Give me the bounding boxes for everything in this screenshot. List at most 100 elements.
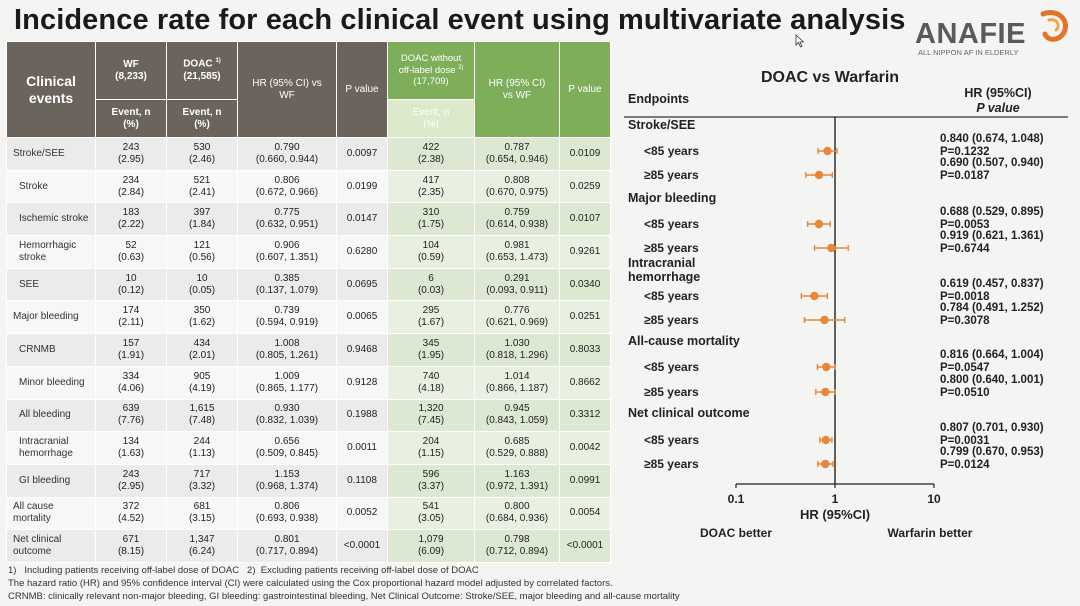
cell-p: 0.9468 (336, 333, 388, 367)
p-value: P=0.1232 (940, 146, 990, 158)
cell-doac2-event: 1,079 (6.09) (387, 529, 475, 563)
table-row: SEE 10 (0.12) 10 (0.05) 0.385 (0.137, 1.079) 0.… (6, 267, 611, 302)
p-value: P=0.3078 (940, 315, 990, 327)
subgroup-label: ≥85 years (644, 168, 699, 182)
table-row: Ischemic stroke 183 (2.22) 397 (1.84) 0.775 (0… (6, 202, 611, 237)
cell-doac2-event: 310 (1.75) (387, 202, 475, 237)
hr-header: HR (95%CI) (964, 86, 1031, 100)
hr-point (822, 362, 831, 372)
cell-wf-event: 157 (1.91) (95, 333, 167, 367)
table-row: CRNMB 157 (1.91) 434 (2.01) 1.008 (0.805, 1.26… (6, 333, 611, 367)
group-label: hemorrhage (628, 270, 700, 284)
cell-wf-event: 134 (1.63) (95, 431, 167, 465)
logo-name: ANAFIE (915, 18, 1026, 50)
col-header-doac: DOAC 1) (21,585) (166, 41, 238, 100)
table-row: Major bleeding 174 (2.11) 350 (1.62) 0.739 (0.… (6, 300, 611, 335)
hr-value: 0.816 (0.664, 1.004) (940, 349, 1044, 361)
subgroup-label: <85 years (644, 433, 699, 447)
cell-hr2: 1.163 (0.972, 1.391) (474, 463, 560, 498)
hr-value: 0.799 (0.670, 0.953) (940, 446, 1044, 458)
table-row: Minor bleeding 334 (4.06) 905 (4.19) 1.009 (0.… (6, 365, 611, 400)
cell-hr: 1.009 (0.865, 1.177) (237, 365, 337, 400)
col-header-hr: HR (95% CI) vs WF (237, 41, 337, 138)
cell-doac2-event: 1,320 (7.45) (387, 398, 475, 433)
subgroup-label: <85 years (644, 289, 699, 303)
cell-doac2-event: 417 (2.35) (387, 169, 475, 204)
p-value: P=0.0053 (940, 219, 990, 231)
hr-value: 0.919 (0.621, 1.361) (940, 230, 1044, 242)
cell-hr: 0.739 (0.594, 0.919) (237, 300, 337, 335)
cell-hr: 0.775 (0.632, 0.951) (237, 202, 337, 237)
cell-wf-event: 234 (2.84) (95, 169, 167, 204)
hr-point (821, 387, 830, 397)
p-value: P=0.0018 (940, 291, 990, 303)
cell-p2: 0.0991 (559, 463, 611, 498)
cell-p2: 0.8662 (559, 365, 611, 400)
table-row: Stroke 234 (2.84) 521 (2.41) 0.806 (0.672, 0.9… (6, 169, 611, 204)
cell-p: 0.6280 (336, 235, 388, 269)
cell-wf-event: 372 (4.52) (95, 496, 167, 531)
cell-wf-event: 10 (0.12) (95, 267, 167, 302)
cell-wf-event: 174 (2.11) (95, 300, 167, 335)
cell-doac2-event: 295 (1.67) (387, 300, 475, 335)
cell-p2: 0.8033 (559, 333, 611, 367)
hr-value: 0.807 (0.701, 0.930) (940, 422, 1044, 434)
logo-swirl-icon (1040, 10, 1068, 42)
col-header-doac-no-offlabel: DOAC without off-label dose 2) (17,709) (387, 41, 475, 100)
warfarin-better-label: Warfarin better (888, 526, 973, 540)
hr-value: 0.690 (0.507, 0.940) (940, 157, 1044, 169)
cell-event: Ischemic stroke (6, 202, 96, 237)
hr-value: 0.688 (0.529, 0.895) (940, 206, 1044, 218)
p-header: P value (976, 101, 1019, 115)
col-header-clinical-events: Clinical events (6, 41, 96, 138)
cell-event: Hemorrhagic stroke (6, 235, 96, 269)
group-label: All-cause mortality (628, 334, 740, 348)
p-value: P=0.0124 (940, 459, 990, 471)
cell-doac2-event: 104 (0.59) (387, 235, 475, 269)
cell-hr2: 0.945 (0.843, 1.059) (474, 398, 560, 433)
hr-point (821, 459, 830, 469)
cell-p: 0.9128 (336, 365, 388, 400)
cell-wf-event: 639 (7.76) (95, 398, 167, 433)
cell-p: 0.0695 (336, 267, 388, 302)
hr-point (821, 435, 830, 445)
cell-wf-event: 671 (8.15) (95, 529, 167, 563)
cell-hr: 0.790 (0.660, 0.944) (237, 137, 337, 171)
cell-wf-event: 52 (0.63) (95, 235, 167, 269)
cell-p: 0.0052 (336, 496, 388, 531)
cell-hr: 0.930 (0.832, 1.039) (237, 398, 337, 433)
cell-hr2: 0.798 (0.712, 0.894) (474, 529, 560, 563)
cell-hr2: 1.014 (0.866, 1.187) (474, 365, 560, 400)
col-header-hr2: HR (95% CI) vs WF (474, 41, 560, 138)
x-tick-label: 10 (927, 492, 941, 506)
cell-doac2-event: 740 (4.18) (387, 365, 475, 400)
cell-p: 0.1988 (336, 398, 388, 433)
cell-p2: 0.0054 (559, 496, 611, 531)
cell-doac-event: 121 (0.56) (166, 235, 238, 269)
cell-hr2: 0.759 (0.614, 0.938) (474, 202, 560, 237)
cell-event: SEE (6, 267, 96, 302)
cell-doac-event: 244 (1.13) (166, 431, 238, 465)
endpoints-header: Endpoints (628, 92, 689, 106)
hr-point (810, 291, 819, 301)
cell-hr: 1.008 (0.805, 1.261) (237, 333, 337, 367)
cell-wf-event: 334 (4.06) (95, 365, 167, 400)
cell-hr2: 0.787 (0.654, 0.946) (474, 137, 560, 171)
hr-point (814, 170, 824, 180)
cell-doac2-event: 422 (2.38) (387, 137, 475, 171)
logo-tagline: ALL NIPPON AF IN ELDERLY (918, 48, 1019, 57)
cell-event: Major bleeding (6, 300, 96, 335)
p-value: P=0.0510 (940, 387, 990, 399)
table-row: Intracranial hemorrhage 134 (1.63) 244 (1.13… (6, 431, 611, 465)
cell-hr2: 0.981 (0.653, 1.473) (474, 235, 560, 269)
cell-p: 0.0065 (336, 300, 388, 335)
cell-hr2: 0.800 (0.684, 0.936) (474, 496, 560, 531)
cell-wf-event: 183 (2.22) (95, 202, 167, 237)
cell-p2: 0.0259 (559, 169, 611, 204)
cell-p2: 0.0340 (559, 267, 611, 302)
cell-p2: 0.0107 (559, 202, 611, 237)
subheader-event-wf: Event, n (%) (95, 99, 167, 138)
cell-event: Net clinical outcome (6, 529, 96, 563)
cell-event: Intracranial hemorrhage (6, 431, 96, 465)
cell-p: 0.0097 (336, 137, 388, 171)
